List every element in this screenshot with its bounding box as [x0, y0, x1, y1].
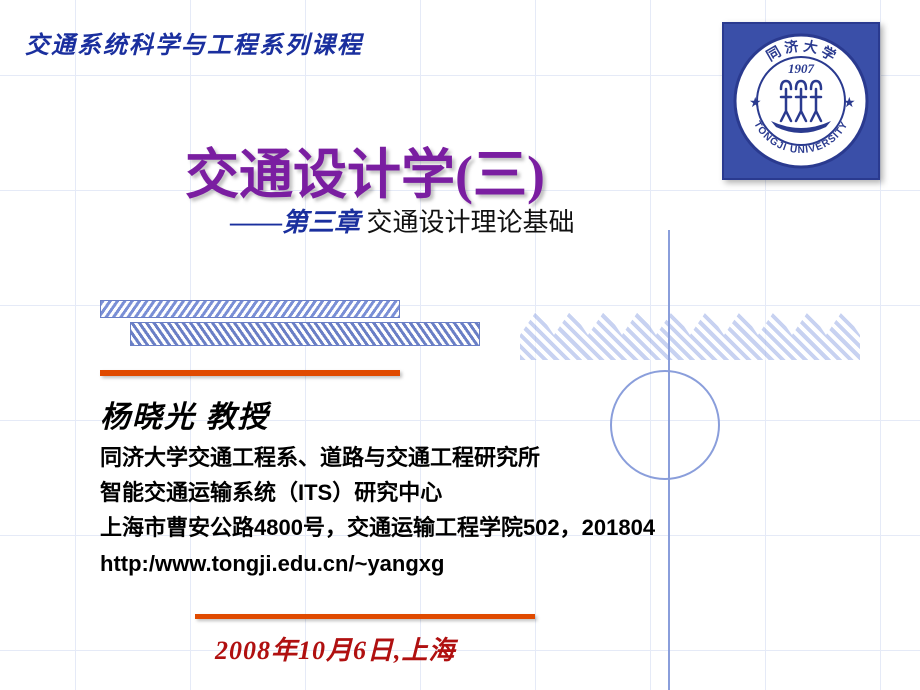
info-line-2: 智能交通运输系统（ITS）研究中心	[100, 475, 655, 510]
divider-orange-bottom	[195, 614, 535, 619]
main-title: 交通设计学(三)	[185, 130, 545, 209]
subtitle-chapter: 第三章	[282, 208, 360, 237]
divider-orange-top	[100, 370, 400, 376]
info-line-3: 上海市曹安公路4800号，交通运输工程学院502，201804	[100, 510, 655, 545]
subtitle-prefix: ——	[230, 208, 282, 237]
date-location: 2008年10月6日,上海	[215, 630, 456, 667]
info-line-1: 同济大学交通工程系、道路与交通工程研究所	[100, 440, 655, 475]
affiliation-block: 同济大学交通工程系、道路与交通工程研究所 智能交通运输系统（ITS）研究中心 上…	[100, 440, 655, 581]
logo-year: 1907	[788, 61, 815, 76]
subtitle-rest: 交通设计理论基础	[360, 208, 575, 237]
author-name: 杨晓光 教授	[100, 392, 270, 436]
series-title: 交通系统科学与工程系列课程	[25, 25, 363, 60]
hatch-strip-2	[130, 322, 480, 346]
svg-text:★: ★	[843, 96, 856, 111]
circle-decoration	[610, 370, 720, 480]
subtitle: ——第三章 交通设计理论基础	[230, 202, 575, 239]
hatch-strip-1	[100, 300, 400, 318]
university-logo: 同 济 大 学 TONGJI UNIVERSITY 1907 ★ ★	[722, 22, 880, 180]
tongji-logo-svg: 同 济 大 学 TONGJI UNIVERSITY 1907 ★ ★	[731, 31, 871, 171]
info-line-4: http:/www.tongji.edu.cn/~yangxg	[100, 546, 655, 581]
svg-text:★: ★	[749, 96, 762, 111]
decorative-hatch-left	[100, 300, 520, 350]
